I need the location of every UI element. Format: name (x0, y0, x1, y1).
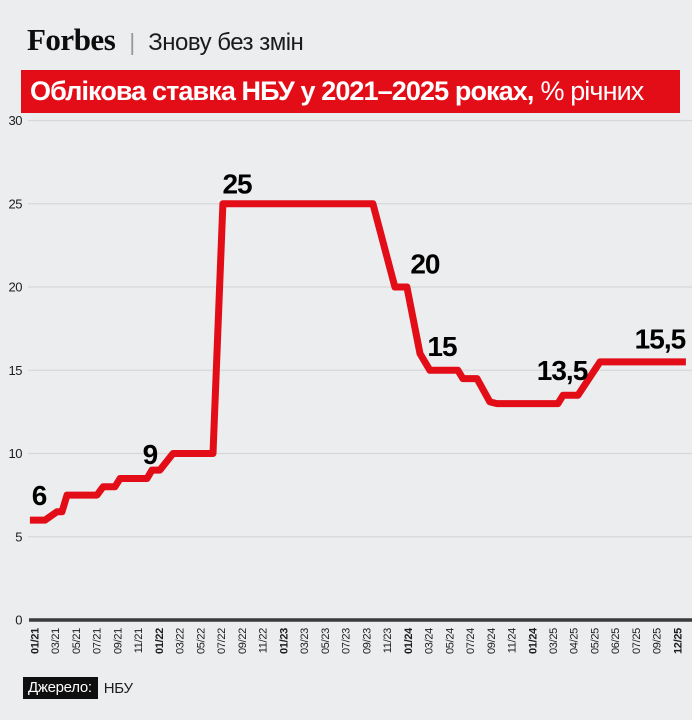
value-annotation: 25 (222, 168, 252, 199)
x-tick-label: 11/24 (507, 628, 519, 653)
x-tick-label: 09/22 (237, 628, 249, 654)
x-tick-label: 03/25 (548, 628, 560, 654)
x-tick-label: 03/23 (299, 628, 311, 654)
x-tick-label: 01/21 (30, 628, 42, 654)
x-tick-label: 06/25 (610, 628, 622, 654)
x-tick-label: 01/24 (527, 627, 539, 654)
x-tick-label: 01/22 (154, 628, 166, 654)
x-tick-label: 05/22 (195, 628, 207, 654)
x-tick-label: 07/22 (216, 628, 228, 654)
x-tick-label: 07/24 (465, 628, 477, 654)
x-tick-label: 05/25 (589, 628, 601, 654)
x-tick-label: 09/24 (486, 628, 498, 654)
chart-svg: 0 5 10 15 20 25 30 01/21 03/21 05/21 07/21 09/21 11/… (9, 113, 692, 654)
x-tick-label: 07/25 (631, 628, 643, 654)
x-tick-label: 03/22 (175, 628, 187, 654)
rate-line-series (29, 200, 686, 524)
x-tick-label: 05/21 (71, 628, 83, 654)
value-annotation: 6 (32, 480, 47, 511)
x-tick-label: 03/24 (424, 628, 436, 654)
source-label: Джерело: (23, 677, 98, 699)
rate-line-chart: 0 5 10 15 20 25 30 01/21 03/21 05/21 07/21 09/21 11/… (0, 110, 692, 666)
value-annotation: 15,5 (635, 323, 686, 354)
x-tick-label: 09/25 (652, 628, 664, 654)
y-tick-label: 5 (15, 529, 22, 544)
x-tick-label: 11/22 (258, 628, 270, 653)
x-tick-label: 09/23 (361, 628, 373, 654)
forbes-logo: Forbes (27, 22, 116, 57)
x-tick-label: 11/21 (133, 628, 145, 653)
x-tick-label: 01/24 (403, 627, 415, 654)
y-tick-label: 10 (9, 446, 23, 461)
x-tick-label: 05/23 (320, 628, 332, 654)
header: Forbes | Знову без змін (27, 22, 304, 58)
chart-title: Облікова ставка НБУ у 2021–2025 роках, (30, 76, 534, 106)
value-annotation: 20 (410, 248, 440, 279)
x-tick-label: 12/25 (672, 628, 684, 654)
x-tick-label: 04/25 (569, 628, 581, 654)
y-tick-label: 30 (9, 113, 23, 128)
value-annotation: 9 (143, 439, 158, 470)
x-tick-label: 11/23 (382, 628, 394, 653)
y-tick-label: 20 (9, 280, 23, 295)
x-tick-label: 07/23 (341, 628, 353, 654)
x-tick-label: 05/24 (444, 628, 456, 654)
header-tagline: Знову без змін (148, 29, 304, 56)
source-row: Джерело: НБУ (23, 677, 133, 699)
x-tick-label: 01/23 (278, 628, 290, 654)
header-divider: | (129, 29, 136, 55)
chart-title-banner: Облікова ставка НБУ у 2021–2025 роках, %… (21, 70, 680, 113)
y-tick-label: 0 (15, 613, 22, 628)
chart-title-units: % річних (540, 76, 644, 106)
value-annotation: 15 (427, 331, 457, 362)
x-tick-label: 09/21 (112, 628, 124, 654)
y-tick-label: 25 (9, 196, 23, 211)
x-tick-label: 03/21 (50, 628, 62, 654)
value-annotation: 13,5 (537, 355, 588, 386)
x-tick-label: 07/21 (92, 628, 104, 654)
y-tick-label: 15 (9, 363, 23, 378)
source-value: НБУ (103, 679, 133, 697)
